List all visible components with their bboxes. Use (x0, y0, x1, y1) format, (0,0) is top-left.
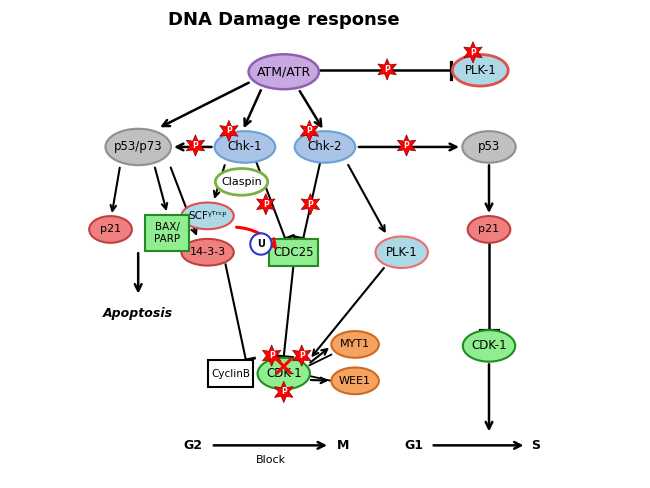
Text: U: U (257, 239, 265, 249)
Ellipse shape (332, 367, 379, 394)
Text: P: P (299, 351, 305, 360)
Ellipse shape (452, 55, 508, 86)
FancyBboxPatch shape (269, 239, 318, 265)
Text: 14-3-3: 14-3-3 (190, 247, 226, 257)
Ellipse shape (248, 54, 319, 89)
Polygon shape (292, 345, 311, 366)
Ellipse shape (376, 237, 428, 268)
Ellipse shape (462, 131, 515, 163)
Text: CyclinB: CyclinB (211, 368, 250, 379)
Ellipse shape (215, 168, 268, 195)
Text: BAX/
PARP: BAX/ PARP (154, 222, 180, 244)
FancyBboxPatch shape (146, 215, 189, 251)
Text: p53/p73: p53/p73 (114, 141, 162, 153)
Polygon shape (397, 135, 416, 156)
Ellipse shape (257, 358, 310, 389)
Text: CDK-1: CDK-1 (266, 367, 302, 380)
Text: Block: Block (255, 455, 286, 465)
Text: p21: p21 (478, 224, 500, 234)
Text: P: P (192, 141, 198, 150)
Text: Apoptosis: Apoptosis (103, 307, 174, 320)
Text: MYT1: MYT1 (340, 340, 370, 349)
Text: PLK-1: PLK-1 (464, 64, 496, 77)
Polygon shape (257, 194, 275, 215)
Ellipse shape (105, 129, 171, 165)
Text: ATM/ATR: ATM/ATR (257, 65, 311, 78)
Text: Chk-2: Chk-2 (307, 141, 343, 153)
Text: P: P (470, 48, 476, 57)
Polygon shape (186, 135, 205, 156)
Text: SCFᵞᵀʳᶜᵖ: SCFᵞᵀʳᶜᵖ (188, 211, 227, 221)
Text: P: P (268, 351, 274, 360)
Polygon shape (463, 41, 482, 63)
Ellipse shape (214, 131, 275, 163)
Text: P: P (281, 387, 287, 396)
Text: P: P (307, 200, 313, 209)
Text: P: P (404, 141, 410, 150)
Ellipse shape (181, 239, 234, 265)
Text: Claspin: Claspin (221, 177, 262, 187)
Text: CDK-1: CDK-1 (471, 339, 507, 352)
Polygon shape (263, 345, 281, 366)
Text: PLK-1: PLK-1 (386, 246, 417, 259)
Polygon shape (378, 59, 396, 80)
Text: P: P (263, 200, 268, 209)
Text: P: P (226, 126, 232, 136)
Text: p21: p21 (100, 224, 121, 234)
Text: M: M (337, 439, 350, 452)
Text: p53: p53 (478, 141, 500, 153)
FancyBboxPatch shape (208, 360, 253, 387)
Text: G1: G1 (404, 439, 423, 452)
Text: DNA Damage response: DNA Damage response (168, 11, 400, 29)
Ellipse shape (294, 131, 356, 163)
Text: P: P (307, 126, 313, 136)
Circle shape (250, 233, 272, 255)
Ellipse shape (89, 216, 132, 243)
Text: CDC25: CDC25 (273, 246, 314, 259)
Ellipse shape (467, 216, 510, 243)
Ellipse shape (463, 330, 515, 362)
Polygon shape (300, 120, 318, 142)
Ellipse shape (181, 203, 234, 229)
Text: S: S (531, 439, 540, 452)
Text: Chk-1: Chk-1 (227, 141, 262, 153)
Polygon shape (220, 120, 238, 142)
Text: P: P (384, 65, 390, 74)
Ellipse shape (332, 331, 379, 358)
Text: G2: G2 (184, 439, 203, 452)
Polygon shape (301, 194, 320, 215)
Polygon shape (274, 381, 293, 403)
Text: WEE1: WEE1 (339, 376, 371, 386)
